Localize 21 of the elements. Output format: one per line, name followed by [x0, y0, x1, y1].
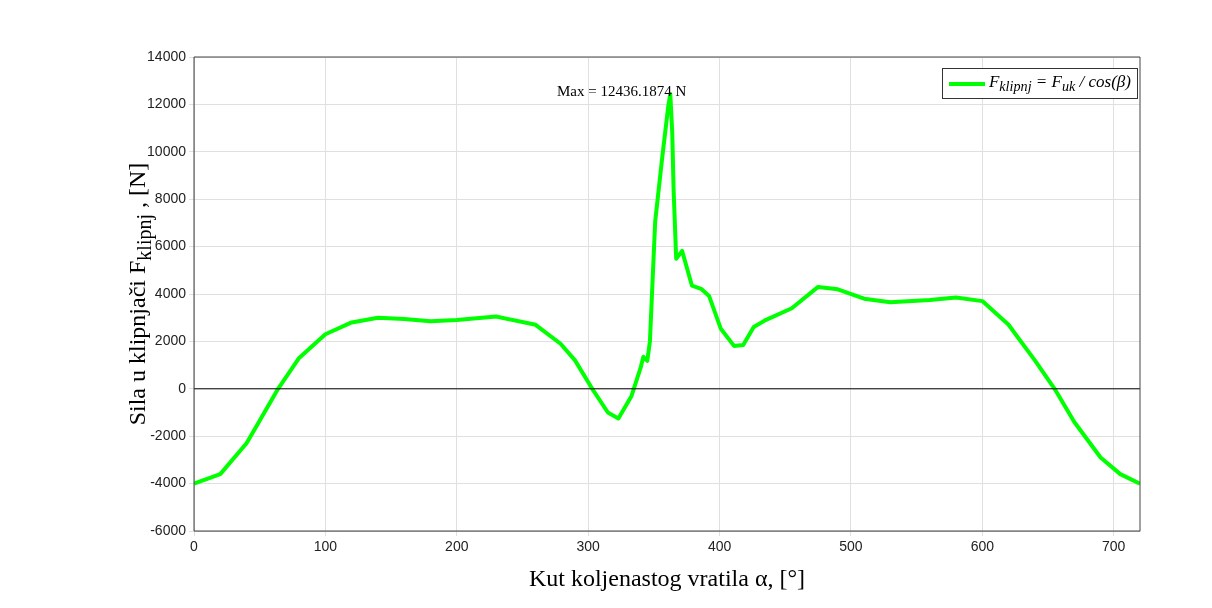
y-tick-label: 8000 — [154, 190, 187, 207]
y-tick-label: 2000 — [154, 332, 187, 349]
y-tick-label: 4000 — [154, 284, 187, 301]
y-tick-label: -2000 — [150, 427, 187, 444]
y-tick-label: -6000 — [150, 521, 187, 538]
y-tick-label: 14000 — [147, 47, 187, 64]
y-tick-label: 0 — [178, 379, 187, 396]
y-tick-label: 12000 — [147, 95, 187, 112]
x-tick-label: 200 — [445, 538, 469, 555]
annotation: Max = 12436.1874 N — [556, 83, 687, 100]
x-tick-label: 400 — [707, 538, 732, 555]
x-axis-title: Kut koljenastog vratila α, [°] — [527, 565, 807, 592]
y-tick-label: -4000 — [150, 474, 187, 491]
x-tick-label: 300 — [576, 538, 601, 555]
x-tick-label: 500 — [839, 538, 863, 555]
x-tick-label: 600 — [970, 538, 995, 555]
x-tick-label: 700 — [1102, 538, 1126, 555]
x-tick-label: 0 — [190, 538, 199, 555]
y-tick-label: 10000 — [147, 142, 187, 159]
x-tick-label: 100 — [313, 538, 338, 555]
legend-label: F$_{klipnj}$ = F$_{uk}$ / cos(β) — [988, 72, 1131, 96]
